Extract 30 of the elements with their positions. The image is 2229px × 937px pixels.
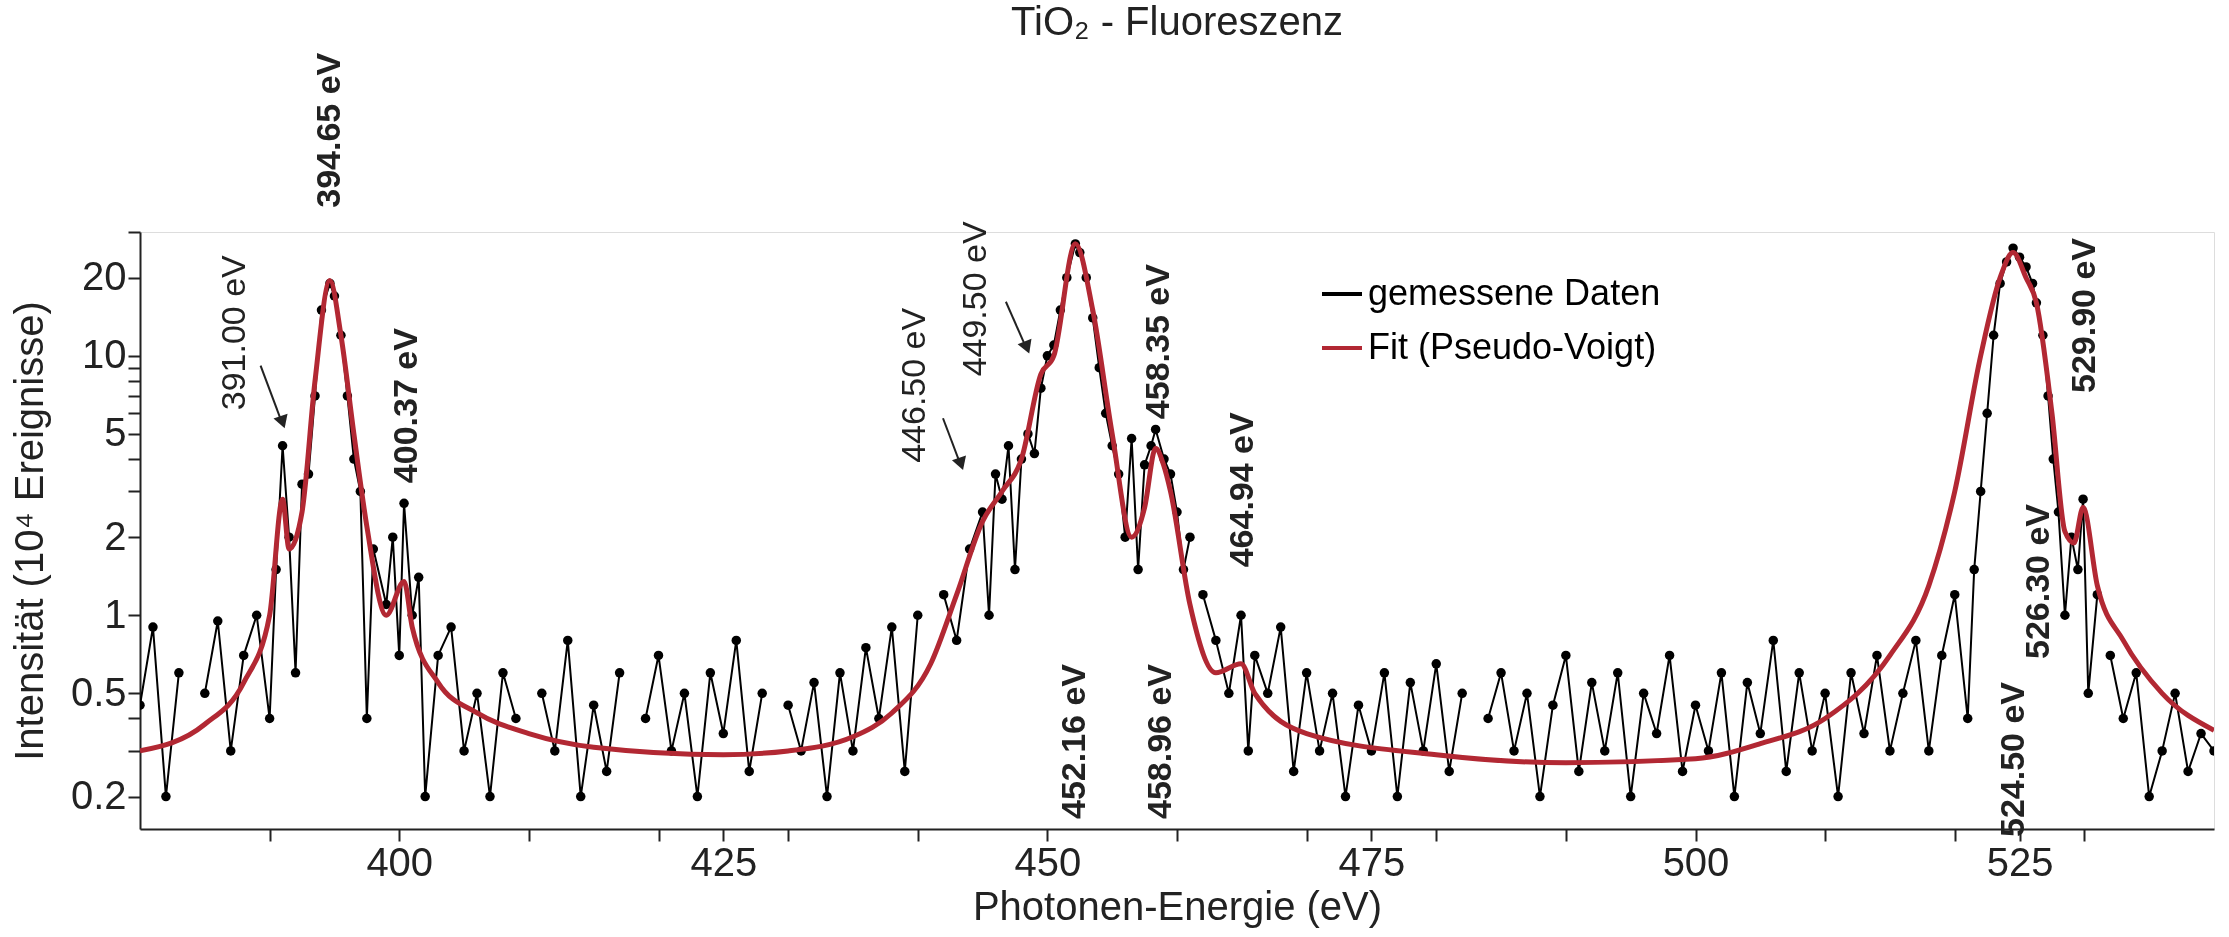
x-tick-label: 525 bbox=[1986, 839, 2054, 884]
annotation: 446.50 eV bbox=[894, 307, 933, 463]
y-axis-title: Intensität (10⁴ Ereignisse) bbox=[6, 301, 51, 761]
y-tick-label: 0.2 bbox=[70, 773, 127, 818]
annotation: 526.30 eV bbox=[2018, 503, 2056, 659]
x-tick-label: 425 bbox=[690, 839, 758, 884]
legend-label: gemessene Daten bbox=[1368, 272, 1661, 313]
x-tick-label: 475 bbox=[1338, 839, 1406, 884]
x-axis-title: Photonen-Energie (eV) bbox=[972, 883, 1383, 928]
annotation: 524.50 eV bbox=[1993, 681, 2031, 837]
annotation: 458.35 eV bbox=[1137, 263, 1176, 420]
annotation: 391.00 eV bbox=[213, 254, 252, 411]
annotation: 449.50 eV bbox=[954, 221, 993, 377]
annotation: 529.90 eV bbox=[2064, 237, 2102, 393]
annotation: 464.94 eV bbox=[1222, 411, 1261, 568]
x-tick-label: 400 bbox=[366, 839, 434, 884]
annotation: 452.16 eV bbox=[1054, 663, 1092, 819]
y-tick-label: 20 bbox=[82, 254, 127, 299]
y-tick-label: 1 bbox=[104, 591, 127, 636]
annotation: 400.37 eV bbox=[386, 327, 425, 484]
legend-label: Fit (Pseudo-Voigt) bbox=[1368, 326, 1657, 367]
annotation: 394.65 eV bbox=[308, 52, 347, 208]
y-tick-label: 5 bbox=[104, 410, 127, 455]
chart-title: TiO₂ - Fluoreszenz bbox=[1011, 0, 1343, 43]
annotation: 458.96 eV bbox=[1140, 663, 1178, 819]
y-tick-label: 0.5 bbox=[70, 669, 127, 714]
x-tick-label: 450 bbox=[1014, 839, 1082, 884]
y-tick-label: 2 bbox=[104, 513, 127, 558]
x-tick-label: 500 bbox=[1662, 839, 1730, 884]
y-tick-label: 10 bbox=[82, 332, 127, 377]
